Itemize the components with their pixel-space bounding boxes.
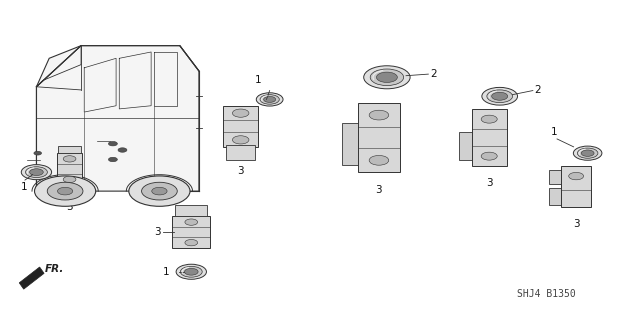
Bar: [58, 146, 81, 153]
Bar: [549, 170, 562, 184]
Bar: [549, 189, 562, 205]
Bar: [342, 123, 360, 165]
Bar: [561, 166, 591, 207]
Circle shape: [35, 176, 96, 206]
Circle shape: [141, 182, 177, 200]
Bar: [175, 205, 207, 216]
Circle shape: [184, 268, 198, 275]
Circle shape: [129, 176, 190, 206]
Text: 3: 3: [486, 178, 493, 189]
Circle shape: [185, 219, 198, 225]
Circle shape: [482, 87, 518, 105]
Text: 1: 1: [163, 267, 170, 277]
Polygon shape: [19, 267, 44, 289]
Circle shape: [569, 172, 584, 180]
Circle shape: [176, 264, 207, 279]
Circle shape: [26, 167, 47, 178]
Bar: [58, 184, 81, 194]
Circle shape: [58, 187, 73, 195]
Bar: [472, 109, 507, 166]
Circle shape: [581, 150, 594, 156]
Circle shape: [256, 93, 283, 106]
Circle shape: [185, 240, 198, 246]
Text: 2: 2: [535, 85, 541, 95]
Circle shape: [108, 141, 117, 146]
Bar: [223, 106, 258, 147]
Circle shape: [232, 109, 249, 117]
Circle shape: [376, 72, 397, 83]
Circle shape: [481, 115, 497, 123]
Bar: [172, 216, 211, 248]
Circle shape: [180, 266, 202, 277]
Circle shape: [370, 69, 404, 85]
Circle shape: [63, 176, 76, 182]
Circle shape: [492, 92, 508, 100]
Bar: [459, 132, 473, 160]
Text: 1: 1: [20, 182, 27, 192]
Circle shape: [63, 156, 76, 162]
Circle shape: [264, 96, 276, 102]
Circle shape: [118, 148, 127, 152]
Text: SHJ4 B1350: SHJ4 B1350: [517, 289, 575, 299]
Text: 2: 2: [430, 69, 437, 79]
Circle shape: [21, 165, 52, 180]
Text: 3: 3: [67, 202, 73, 212]
Text: 3: 3: [154, 227, 161, 237]
Circle shape: [34, 151, 42, 155]
Text: 1: 1: [255, 75, 262, 85]
Circle shape: [108, 157, 117, 162]
Circle shape: [487, 90, 513, 103]
Bar: [358, 103, 399, 172]
Circle shape: [232, 136, 249, 144]
Circle shape: [152, 187, 167, 195]
Text: 1: 1: [551, 127, 558, 137]
Circle shape: [364, 66, 410, 89]
Circle shape: [47, 182, 83, 200]
Circle shape: [577, 148, 598, 158]
Text: 3: 3: [573, 219, 579, 229]
Polygon shape: [36, 46, 199, 191]
Circle shape: [369, 110, 388, 120]
Circle shape: [573, 146, 602, 160]
Bar: [227, 145, 255, 160]
Circle shape: [260, 95, 279, 104]
Text: FR.: FR.: [45, 263, 64, 274]
Circle shape: [369, 155, 388, 165]
Bar: [57, 153, 83, 185]
Circle shape: [29, 169, 44, 175]
Text: 3: 3: [376, 185, 382, 195]
Text: 3: 3: [237, 166, 244, 175]
Circle shape: [481, 152, 497, 160]
